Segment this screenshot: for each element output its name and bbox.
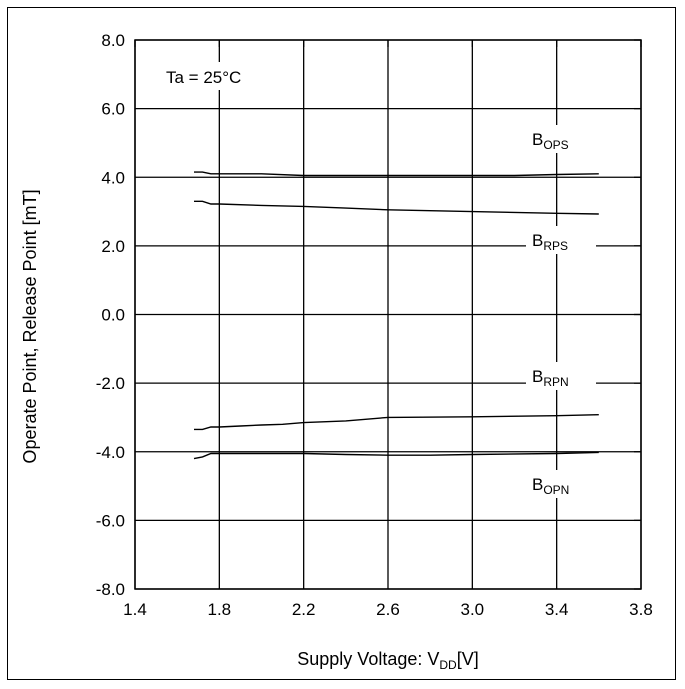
series-label-background: [526, 470, 596, 498]
y-tick-label: -6.0: [96, 511, 125, 530]
y-tick-label: 2.0: [101, 237, 125, 256]
y-tick-label: 8.0: [101, 31, 125, 50]
y-axis-label: Operate Point, Release Point [mT]: [20, 189, 40, 463]
series-line-opn: [193, 451, 599, 460]
series-lines: [193, 171, 599, 460]
chart-frame: [7, 7, 676, 680]
y-tick-label: 0.0: [101, 306, 125, 325]
annotations: Ta = 25°C BOPS BRPS BRPN BOPN: [161, 62, 596, 498]
series-line-rps: [194, 200, 599, 215]
y-tick-label: -2.0: [96, 374, 125, 393]
x-axis-label: Supply Voltage: VDD[V]: [297, 649, 478, 672]
x-tick-label: 1.8: [208, 600, 232, 619]
x-tick-label: 2.6: [376, 600, 400, 619]
series-label-opn: BOPN: [532, 475, 569, 497]
series-label-ops: BOPS: [532, 130, 569, 152]
series-line-ops: [194, 171, 599, 177]
x-tick-label: 3.4: [545, 600, 569, 619]
y-tick-label: 6.0: [101, 100, 125, 119]
x-tick-label: 3.0: [461, 600, 485, 619]
annotation-background: [161, 62, 267, 90]
series-label-background: [526, 226, 596, 254]
series-label-background: [526, 362, 596, 390]
series-label-background: [526, 125, 596, 153]
temperature-annotation: Ta = 25°C: [166, 68, 241, 87]
series-label-rpn: BRPN: [532, 367, 569, 389]
y-tick-label: -4.0: [96, 443, 125, 462]
x-tick-label: 3.8: [629, 600, 653, 619]
grid-lines: [134, 39, 642, 590]
y-tick-label: 4.0: [101, 168, 125, 187]
series-line-rpn: [194, 414, 599, 431]
y-tick-labels: 8.0 6.0 4.0 2.0 0.0 -2.0 -4.0 -6.0 -8.0: [96, 31, 125, 599]
x-tick-label: 1.4: [123, 600, 147, 619]
y-tick-label: -8.0: [96, 580, 125, 599]
x-tick-labels: 1.4 1.8 2.2 2.6 3.0 3.4 3.8: [123, 600, 653, 619]
x-tick-label: 2.2: [292, 600, 316, 619]
series-label-rps: BRPS: [532, 231, 568, 253]
plot-border: [134, 39, 642, 590]
